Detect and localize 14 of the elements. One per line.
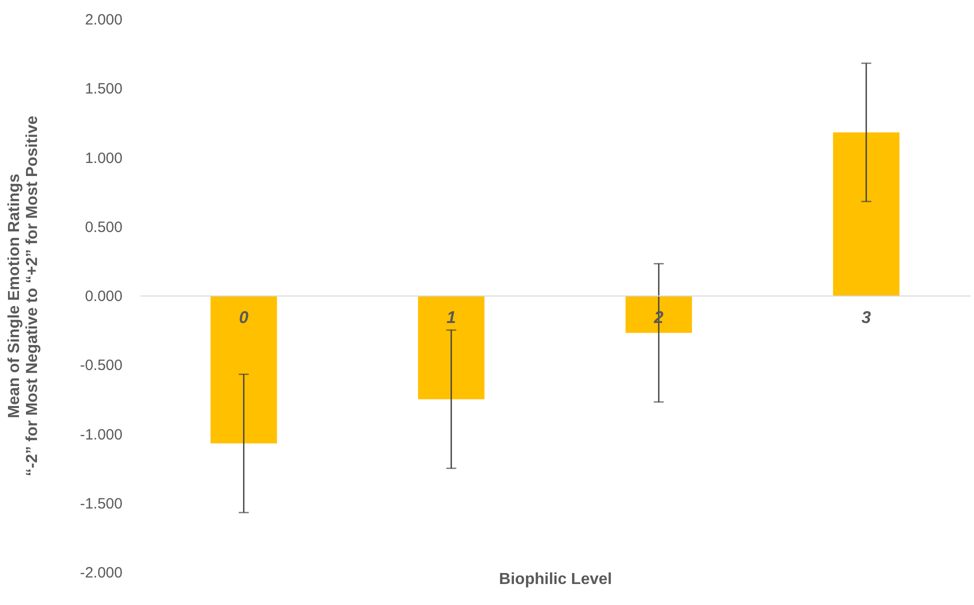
x-tick-label: 3 — [862, 308, 872, 327]
y-tick-label: 1.500 — [84, 80, 122, 98]
x-tick-label: 1 — [446, 308, 456, 327]
y-tick-label: 0.500 — [84, 218, 122, 236]
y-tick-label: 1.000 — [84, 150, 122, 167]
y-tick-label: -1.000 — [80, 426, 122, 444]
y-tick-label: 2.000 — [84, 12, 122, 28]
y-tick-label: -0.500 — [80, 357, 122, 374]
y-tick-label: -2.000 — [80, 564, 122, 582]
y-tick-label: 0.000 — [84, 288, 122, 305]
y-axis-title: Mean of Single Emotion Ratings “-2” for Most Negative to “+2” for Most Positive — [6, 116, 41, 476]
x-tick-label: 0 — [239, 308, 250, 327]
y-tick-label: -1.500 — [80, 495, 122, 512]
x-axis-title: Biophilic Level — [499, 571, 612, 588]
